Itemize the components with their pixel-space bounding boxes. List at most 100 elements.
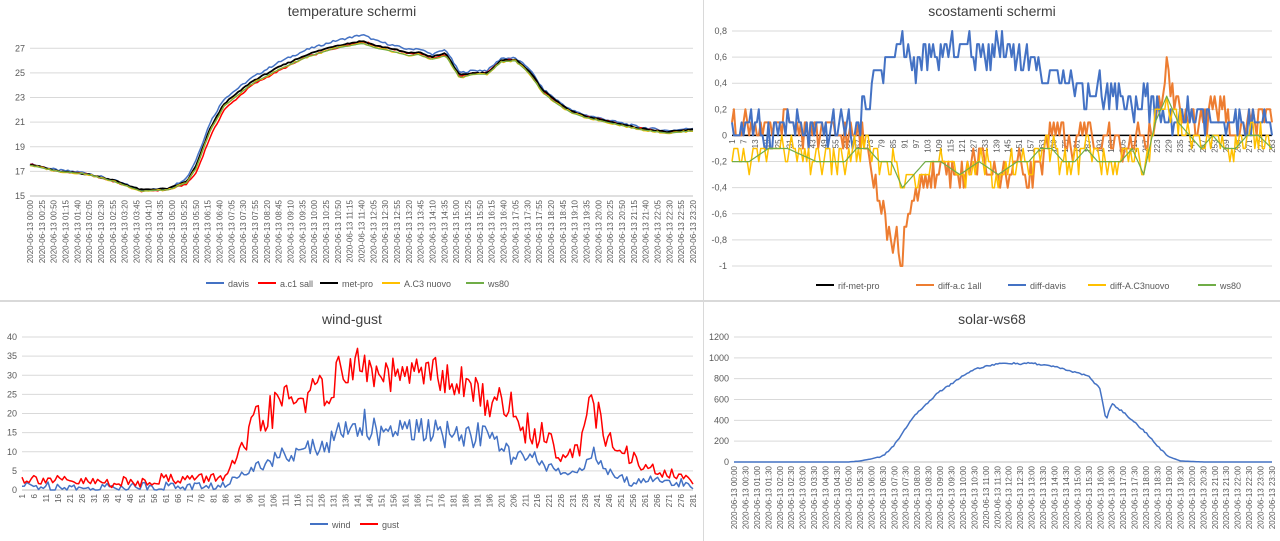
x-tick-label: 116 — [294, 493, 303, 506]
y-tick-label: 0 — [724, 457, 729, 467]
series-line-gust — [21, 347, 694, 489]
y-tick-label: 19 — [15, 142, 25, 152]
y-tick-label: 0,4 — [714, 78, 727, 88]
x-tick-label: 2020-06-13 12:30 — [381, 199, 390, 263]
x-tick-label: 131 — [330, 493, 339, 507]
chart-title: scostamenti schermi — [928, 3, 1056, 19]
x-tick-label: 2020-06-13 10:25 — [322, 199, 331, 263]
y-tick-label: 600 — [714, 395, 729, 405]
x-tick-label: 2020-06-13 18:00 — [1142, 465, 1151, 529]
y-tick-label: -0,8 — [711, 235, 727, 245]
x-tick-label: 2020-06-13 18:30 — [1154, 465, 1163, 529]
x-tick-label: 79 — [877, 139, 886, 148]
x-tick-label: 2020-06-13 00:00 — [26, 199, 35, 263]
x-tick-label: 186 — [461, 493, 470, 507]
y-tick-label: 0 — [722, 130, 727, 140]
x-tick-label: 2020-06-13 05:00 — [168, 199, 177, 263]
x-tick-label: 2020-06-13 20:30 — [1199, 465, 1208, 529]
x-tick-label: 2020-06-13 21:00 — [1211, 465, 1220, 529]
x-tick-label: 271 — [1245, 139, 1254, 153]
x-tick-label: 66 — [174, 493, 183, 502]
x-tick-label: 2020-06-13 20:50 — [618, 199, 627, 263]
x-tick-label: 115 — [946, 139, 955, 152]
x-tick-label: 2020-06-13 21:15 — [630, 199, 639, 263]
x-tick-label: 2020-06-13 02:05 — [85, 199, 94, 263]
x-tick-label: 2020-06-13 11:40 — [358, 199, 367, 262]
x-tick-label: 176 — [437, 493, 446, 507]
x-tick-label: 277 — [1257, 139, 1266, 153]
x-tick-label: 181 — [1073, 139, 1082, 153]
x-tick-label: 2020-06-13 05:25 — [180, 199, 189, 263]
series-line-ws80 — [29, 43, 694, 192]
x-tick-label: 21 — [66, 493, 75, 502]
x-tick-label: 86 — [222, 493, 231, 502]
x-tick-label: 81 — [210, 493, 219, 502]
y-tick-labels: 0,8 0,6 0,4 0,2 0 -0,2 -0,4 -0,6 -0,8 -1 — [711, 26, 727, 271]
x-tick-label: 2020-06-13 09:00 — [936, 465, 945, 529]
y-tick-labels: 15 17 19 21 23 25 27 — [15, 43, 25, 201]
y-tick-label: 0,8 — [714, 26, 727, 36]
x-tick-label: 2020-06-13 01:40 — [73, 199, 82, 263]
x-tick-label: 2020-06-13 15:30 — [1085, 465, 1094, 529]
x-tick-label: 256 — [629, 493, 638, 507]
x-tick-label: 2020-06-13 00:30 — [741, 465, 750, 529]
x-tick-label: 2020-06-13 08:45 — [275, 199, 284, 263]
x-tick-label: 51 — [138, 493, 147, 502]
y-tick-label: 800 — [714, 374, 729, 384]
chart-solar-ws68: solar-ws68 0 200 400 600 800 1000 1200 2020-06-1… — [709, 311, 1277, 529]
x-tick-label: 2020-06-13 04:00 — [822, 465, 831, 529]
y-tick-label: 200 — [714, 436, 729, 446]
x-tick-label: 2020-06-13 23:30 — [1268, 465, 1277, 529]
x-tick-label: 246 — [605, 493, 614, 507]
y-tick-label: 23 — [15, 93, 25, 103]
x-tick-label: 26 — [78, 493, 87, 502]
x-tick-label: 25 — [774, 139, 783, 148]
x-tick-label: 226 — [557, 493, 566, 507]
x-tick-label: 2020-06-13 09:35 — [298, 199, 307, 263]
x-tick-label: 2020-06-13 19:35 — [582, 199, 591, 263]
y-tick-label: 21 — [15, 117, 25, 127]
x-tick-label: 2020-06-13 18:45 — [559, 199, 568, 263]
y-tick-labels: 0 5 10 15 20 25 30 35 40 — [7, 332, 17, 495]
x-tick-label: 2020-06-13 10:00 — [310, 199, 319, 263]
legend: davis a.c1 sall met-pro A.C3 nuovo ws80 — [206, 279, 509, 289]
x-tick-label: 111 — [282, 493, 291, 506]
legend-label: ws80 — [1219, 281, 1241, 291]
x-tick-labels: 2020-06-13 00:00 2020-06-13 00:25 2020-06-… — [26, 199, 698, 263]
x-tick-label: 103 — [923, 139, 932, 153]
y-tick-label: 0,6 — [714, 52, 727, 62]
x-tick-labels: 1 6 11 16 21 26 31 36 41 46 51 56 61 66 71 76 81 86 91 96 10… — [18, 493, 698, 507]
x-tick-label: 2020-06-13 08:20 — [263, 199, 272, 263]
legend-label: diff-A.C3nuovo — [1110, 281, 1169, 291]
x-tick-label: 11 — [42, 493, 51, 502]
x-tick-label: 161 — [401, 493, 410, 507]
x-tick-label: 146 — [365, 493, 374, 507]
x-tick-label: 133 — [981, 139, 990, 153]
x-tick-label: 156 — [389, 493, 398, 507]
x-tick-label: 236 — [581, 493, 590, 507]
series-line-solar-ws68 — [734, 361, 1272, 463]
x-tick-label: 96 — [246, 493, 255, 502]
x-tick-label: 43 — [808, 139, 817, 148]
x-tick-label: 2020-06-13 15:00 — [1073, 465, 1082, 529]
x-tick-label: 2020-06-13 20:00 — [1188, 465, 1197, 529]
x-tick-label: 235 — [1176, 139, 1185, 153]
y-tick-label: 40 — [7, 332, 17, 342]
x-tick-label: 2020-06-13 22:30 — [1245, 465, 1254, 529]
x-tick-label: 281 — [689, 493, 698, 507]
x-tick-label: 221 — [545, 493, 554, 507]
x-tick-label: 2020-06-13 20:25 — [606, 199, 615, 263]
series-line-diff-a-c3nuovo — [731, 95, 1272, 189]
x-tick-label: 2020-06-13 22:55 — [677, 199, 686, 263]
x-tick-label: 206 — [509, 493, 518, 507]
y-gridlines — [30, 47, 693, 197]
x-tick-label: 2020-06-13 18:20 — [547, 199, 556, 263]
legend-label: diff-a.c 1all — [938, 281, 981, 291]
legend-label: gust — [382, 520, 400, 530]
y-tick-label: 15 — [15, 191, 25, 201]
x-tick-label: 2020-06-13 02:30 — [787, 465, 796, 529]
x-tick-label: 2020-06-13 00:50 — [50, 199, 59, 263]
series-lines — [734, 361, 1272, 463]
x-tick-label: 2020-06-13 04:10 — [144, 199, 153, 263]
